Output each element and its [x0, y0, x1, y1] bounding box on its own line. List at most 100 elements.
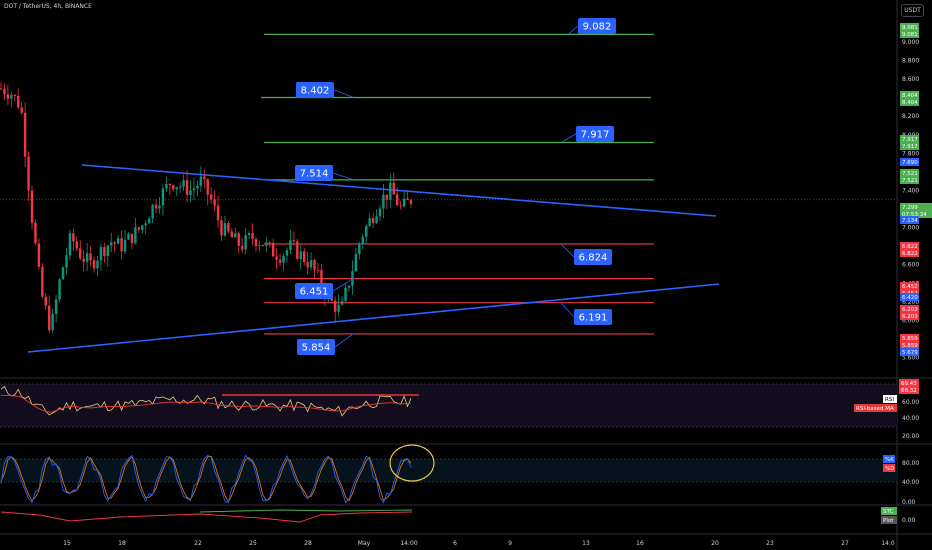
- candle-body: [68, 233, 72, 256]
- candle-body: [309, 260, 313, 268]
- price-tick: 7.400: [902, 187, 919, 194]
- label-pointer: [567, 25, 579, 35]
- time-tick: 16: [636, 540, 644, 547]
- price-badge: [900, 334, 919, 349]
- candle-body: [144, 223, 147, 226]
- rsi-tick: 20.00: [902, 433, 919, 440]
- candle-body: [344, 287, 347, 301]
- candle-body: [251, 233, 254, 239]
- rsi-ma-legend: RSI-based MA: [856, 406, 894, 412]
- candle-body: [92, 260, 96, 269]
- time-tick: 15: [63, 540, 71, 547]
- candle-body: [223, 223, 227, 236]
- candle-body: [292, 240, 296, 242]
- label-pointer: [334, 333, 354, 348]
- candle-body: [361, 236, 364, 244]
- candle-body: [123, 239, 127, 252]
- price-tick: 7.000: [902, 225, 919, 232]
- stoch-d-line: [0, 455, 412, 503]
- candle-body: [182, 180, 185, 187]
- level-label-box: [296, 82, 334, 98]
- candle-body: [41, 266, 44, 297]
- price-badge: [900, 158, 919, 166]
- time-tick: 14:00: [400, 540, 417, 547]
- price-badge-text: 6.822: [902, 251, 918, 257]
- highlight-circle: [389, 444, 435, 482]
- candle-body: [154, 204, 158, 209]
- candle-body: [172, 185, 175, 190]
- legend-box: [883, 464, 895, 472]
- price-tick: 6.000: [902, 317, 919, 324]
- candle-body: [203, 176, 206, 180]
- candle-body: [30, 190, 34, 223]
- price-badge: [900, 23, 919, 38]
- level-label-box: [295, 165, 333, 181]
- price-badge-text: 7.521: [902, 171, 918, 177]
- level-label-box: [295, 283, 333, 299]
- price-badge-text: 9.081: [902, 32, 918, 38]
- candle-body: [85, 253, 89, 262]
- candle-body: [89, 253, 92, 261]
- time-tick: 20: [711, 540, 719, 547]
- candle-body: [72, 233, 75, 242]
- legend-box: [854, 404, 897, 412]
- stoch-k-line: [0, 454, 412, 504]
- candle-body: [375, 216, 378, 223]
- candle-body: [113, 242, 116, 244]
- candle-body: [299, 251, 302, 259]
- price-badge: [900, 91, 919, 106]
- price-badge-text: 5.679: [902, 350, 918, 356]
- price-tick: 6.200: [902, 299, 919, 306]
- candle-body: [320, 269, 323, 287]
- candle-body: [10, 94, 13, 99]
- time-tick: 6: [453, 540, 457, 547]
- currency-button[interactable]: USDT: [901, 4, 924, 17]
- candle-body: [282, 255, 285, 263]
- candle-body: [378, 208, 382, 217]
- time-tick: 27: [841, 540, 849, 547]
- candle-body: [61, 267, 65, 280]
- candle-body: [158, 205, 161, 209]
- candle-body: [199, 176, 203, 186]
- candle-body: [54, 299, 58, 314]
- candle-body: [196, 185, 199, 189]
- price-badge-text: 7.134: [902, 218, 918, 224]
- candle-body: [178, 186, 182, 188]
- stoch-k-legend: %K: [885, 457, 894, 463]
- candle-body: [347, 285, 351, 288]
- candle-body: [368, 218, 371, 227]
- candle-body: [271, 242, 275, 257]
- level-label-text: 6.191: [579, 313, 608, 324]
- price-badge: [900, 348, 919, 356]
- price-badge: [900, 242, 919, 257]
- candle-body: [371, 218, 375, 223]
- candle-body: [147, 218, 151, 224]
- time-tick: 28: [304, 540, 312, 547]
- candle-body: [213, 199, 216, 206]
- candle-body: [234, 233, 237, 238]
- candle-body: [168, 184, 172, 186]
- candle-body: [165, 184, 168, 189]
- candle-body: [192, 188, 196, 191]
- candle-body: [120, 238, 123, 252]
- candle-body: [382, 194, 385, 209]
- candle-body: [13, 94, 16, 96]
- time-tick: 25: [249, 540, 257, 547]
- price-badge-text: 6.420: [902, 295, 918, 301]
- price-badge-text: 7.299: [902, 205, 918, 211]
- level-label-box: [578, 18, 616, 34]
- time-tick: 18: [118, 540, 126, 547]
- level-label-box: [574, 309, 612, 325]
- stoch-tick: 0.00: [902, 499, 916, 506]
- price-tick: 8.200: [902, 113, 919, 120]
- candle-body: [79, 248, 82, 259]
- price-badge: [900, 135, 919, 150]
- candle-body: [75, 241, 78, 249]
- time-tick: 14:0: [881, 540, 895, 547]
- candle-body: [96, 260, 99, 269]
- price-badge-text: 6.452: [902, 284, 918, 290]
- price-tick: 6.600: [902, 262, 919, 269]
- candle-body: [244, 235, 247, 250]
- candle-body: [6, 94, 10, 99]
